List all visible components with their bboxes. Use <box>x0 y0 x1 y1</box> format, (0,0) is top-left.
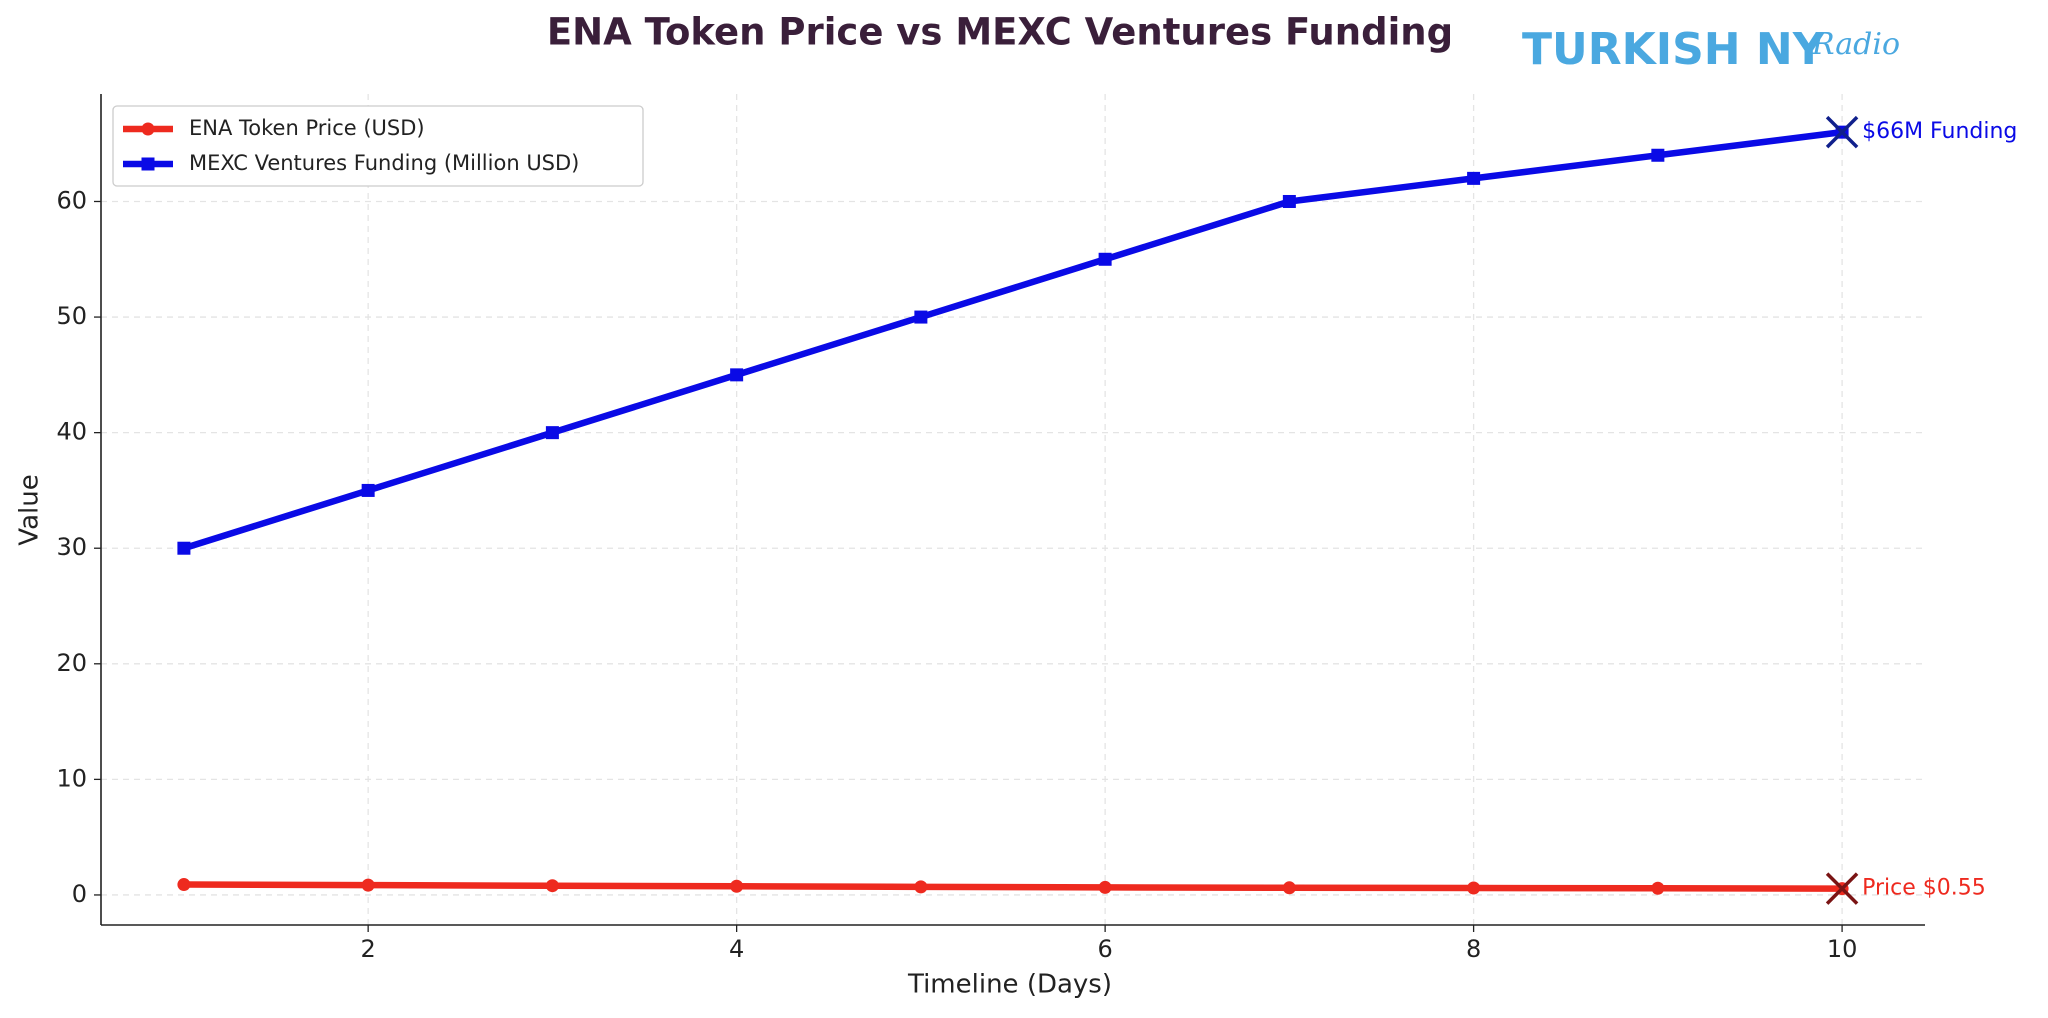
x-tick-label: 4 <box>729 935 744 963</box>
x-tick-label: 8 <box>1466 935 1481 963</box>
point <box>361 878 375 892</box>
y-axis-label: Value <box>15 474 45 545</box>
point <box>177 878 191 892</box>
line <box>182 128 1843 552</box>
point <box>914 880 928 894</box>
legend-label: MEXC Ventures Funding (Million USD) <box>189 151 579 175</box>
x-tick-label: 10 <box>1827 935 1858 963</box>
point <box>730 879 744 893</box>
point <box>914 310 928 324</box>
point <box>545 879 559 893</box>
point <box>1467 881 1481 895</box>
y-tick-label: 20 <box>56 649 87 677</box>
legend: ENA Token Price (USD) MEXC Ventures Fundi… <box>112 105 644 187</box>
point <box>177 541 191 555</box>
point <box>361 483 375 497</box>
watermark-script: Radio <box>1811 27 1900 62</box>
y-tick-label: 0 <box>72 880 87 908</box>
point <box>1282 881 1296 895</box>
legend-marker <box>141 157 155 171</box>
y-tick-label: 30 <box>56 533 87 561</box>
y-tick-label: 40 <box>56 418 87 446</box>
point <box>545 426 559 440</box>
legend-box <box>112 105 644 187</box>
chart-title: ENA Token Price vs MEXC Ventures Funding <box>547 11 1453 54</box>
point <box>1467 171 1481 185</box>
point <box>1651 148 1665 162</box>
end-marker <box>1825 115 1859 149</box>
line <box>183 881 1843 892</box>
end-marker <box>1825 872 1859 905</box>
y-tick-label: 10 <box>56 764 87 792</box>
point <box>1651 881 1665 895</box>
watermark: TURKISH NY <box>1522 24 1826 75</box>
x-tick-label: 2 <box>361 935 376 963</box>
annotation: Price $0.55 <box>1862 876 1986 901</box>
annotation: $66M Funding <box>1862 119 2017 144</box>
point <box>1098 880 1112 894</box>
y-tick-label: 60 <box>56 186 87 214</box>
x-axis-label: Timeline (Days) <box>907 970 1112 1000</box>
point <box>1282 194 1296 208</box>
y-tick-label: 50 <box>56 302 87 330</box>
point <box>1098 252 1112 266</box>
point <box>730 368 744 382</box>
x-tick-label: 6 <box>1097 935 1112 963</box>
legend-marker <box>141 122 155 136</box>
legend-label: ENA Token Price (USD) <box>189 116 425 140</box>
